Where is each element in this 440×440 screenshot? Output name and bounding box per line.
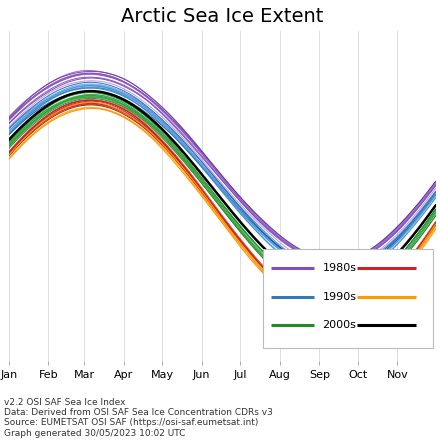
Title: Arctic Sea Ice Extent: Arctic Sea Ice Extent [121,7,323,26]
Text: 1990s: 1990s [323,292,356,302]
FancyBboxPatch shape [263,249,433,348]
Text: v2.2 OSI SAF Sea Ice Index
Data: Derived from OSI SAF Sea Ice Concentration CDRs: v2.2 OSI SAF Sea Ice Index Data: Derived… [4,398,273,438]
Text: 1980s: 1980s [323,264,356,273]
Text: 2000s: 2000s [323,320,356,330]
